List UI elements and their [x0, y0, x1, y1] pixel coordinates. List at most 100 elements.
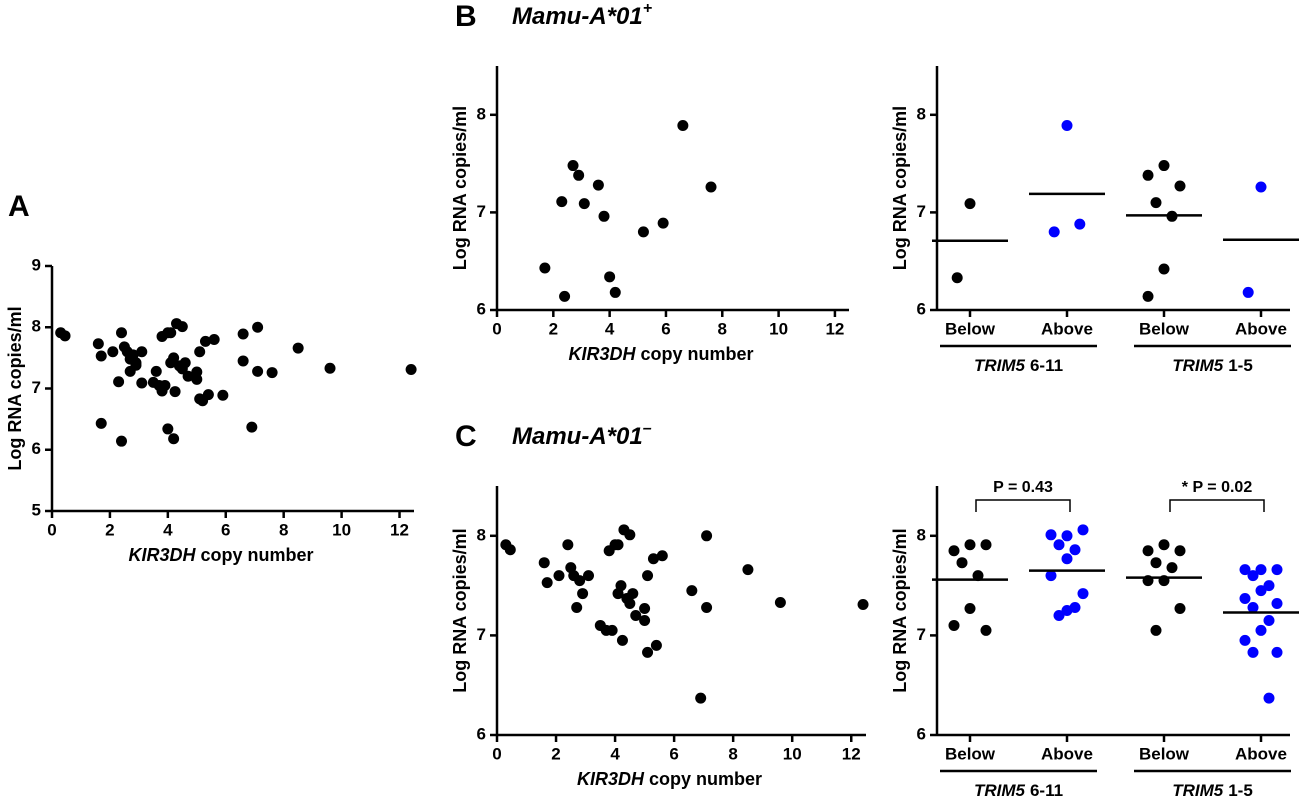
- point: [642, 646, 654, 658]
- point: [165, 357, 177, 369]
- y-tick-label: 7: [477, 202, 486, 221]
- point: [199, 335, 211, 347]
- point: [1166, 562, 1178, 574]
- point: [324, 362, 336, 374]
- title-superscript: –: [643, 420, 652, 437]
- subgroup-range: 6-11: [1030, 781, 1063, 800]
- point: [705, 181, 717, 193]
- point: [657, 217, 669, 229]
- point: [1242, 286, 1254, 298]
- point: [1150, 557, 1162, 569]
- point: [136, 377, 148, 389]
- p-value: P = 0.43: [993, 479, 1053, 496]
- y-axis-label: Log RNA copies/ml: [5, 306, 25, 470]
- point: [1263, 692, 1275, 704]
- point: [642, 570, 654, 582]
- point: [656, 550, 668, 562]
- y-tick-label: 8: [917, 104, 926, 123]
- point: [1247, 602, 1259, 614]
- bracket: [975, 499, 1071, 512]
- title-text: Mamu-A*01: [512, 3, 643, 30]
- point: [948, 545, 960, 557]
- point: [405, 364, 417, 376]
- point: [168, 433, 180, 445]
- x-tick-label: 0: [492, 744, 501, 763]
- y-tick-label: 7: [477, 625, 486, 644]
- panel-title: Mamu-A*01+: [512, 0, 652, 30]
- point: [616, 634, 628, 646]
- point: [639, 614, 651, 626]
- x-tick-label: Above: [1235, 319, 1287, 338]
- subgroup-label: TRIM5 1-5: [1172, 781, 1253, 800]
- point: [612, 588, 624, 600]
- point: [583, 570, 595, 582]
- y-tick-label: 9: [32, 255, 41, 274]
- point: [553, 570, 565, 582]
- point: [1158, 539, 1170, 551]
- x-tick-label: 12: [842, 744, 861, 763]
- point: [136, 346, 148, 358]
- point: [504, 544, 516, 556]
- point: [1048, 226, 1060, 238]
- x-tick-label: 8: [279, 520, 288, 539]
- x-label-text: copy number: [640, 344, 753, 364]
- x-axis-label: KIR3DH copy number: [128, 545, 313, 565]
- panel-label: B: [455, 0, 477, 33]
- y-tick-label: 6: [32, 439, 41, 458]
- point: [541, 577, 553, 589]
- subgroup-range: 6-11: [1030, 356, 1063, 375]
- point: [1069, 544, 1081, 556]
- point: [964, 539, 976, 551]
- x-tick-label: 6: [669, 744, 678, 763]
- point: [567, 160, 579, 172]
- point: [562, 539, 574, 551]
- point: [1271, 598, 1283, 610]
- point: [573, 169, 585, 181]
- point: [577, 588, 589, 600]
- point: [1061, 605, 1073, 616]
- point: [559, 290, 571, 302]
- point: [647, 553, 659, 565]
- point: [1174, 545, 1186, 557]
- point: [1045, 570, 1057, 582]
- x-tick-label: 12: [825, 319, 844, 338]
- x-tick-label: 6: [221, 520, 230, 539]
- point: [637, 226, 649, 238]
- bracket: [1169, 499, 1265, 512]
- y-tick-label: 8: [477, 104, 486, 123]
- point: [774, 597, 786, 609]
- point: [1247, 646, 1259, 658]
- y-tick-label: 6: [477, 724, 486, 743]
- point: [217, 389, 229, 401]
- point: [150, 365, 162, 377]
- point: [1174, 603, 1186, 615]
- point: [574, 575, 586, 587]
- point: [237, 355, 249, 367]
- subgroup-label: TRIM5 6-11: [974, 356, 1063, 375]
- x-label-text: copy number: [200, 545, 313, 565]
- subgroup-gene: TRIM5: [1172, 781, 1224, 800]
- point: [1142, 545, 1154, 557]
- y-tick-label: 7: [917, 625, 926, 644]
- point: [1142, 290, 1154, 302]
- point: [1255, 564, 1267, 576]
- point: [266, 367, 278, 379]
- point: [630, 609, 642, 621]
- point: [677, 120, 689, 132]
- point: [742, 564, 754, 576]
- x-label-gene: KIR3DH: [568, 344, 636, 364]
- point: [92, 338, 104, 350]
- x-tick-label: Below: [945, 744, 996, 763]
- y-axis-label: Log RNA copies/ml: [450, 106, 470, 270]
- x-tick-label: 10: [332, 520, 351, 539]
- point: [1061, 553, 1073, 565]
- x-tick-label: Below: [945, 319, 996, 338]
- point: [182, 370, 194, 382]
- point: [1150, 624, 1162, 636]
- point: [686, 585, 698, 597]
- point: [1271, 564, 1283, 576]
- panel-label: A: [8, 190, 30, 223]
- x-label-gene: KIR3DH: [577, 769, 645, 789]
- point: [1053, 609, 1065, 621]
- panel-label: C: [455, 420, 477, 453]
